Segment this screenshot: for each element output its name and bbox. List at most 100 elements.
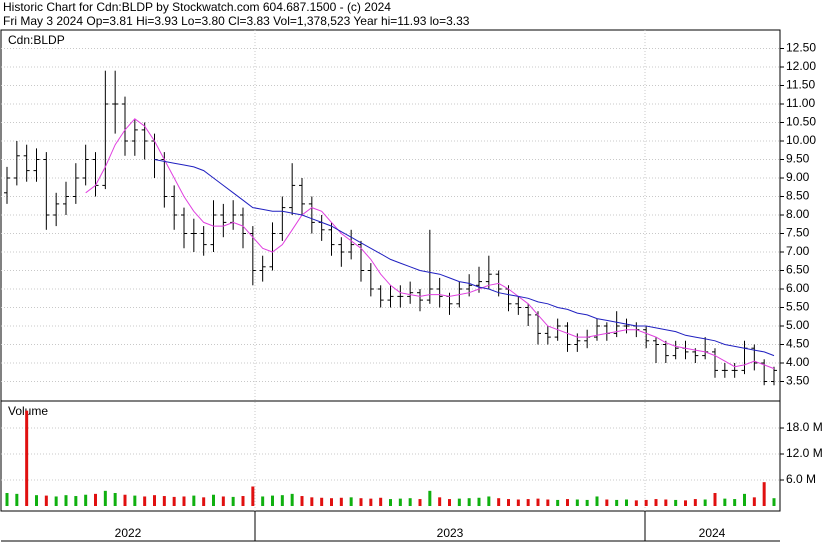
y-tick-label: 6.00 [786, 281, 810, 295]
volume-bar [44, 495, 48, 506]
volume-bar [457, 498, 461, 506]
volume-bar [15, 493, 19, 506]
volume-bar [772, 498, 776, 506]
volume-bar [202, 497, 206, 506]
volume-bar [310, 497, 314, 506]
volume-bar [172, 496, 176, 506]
volume-bar [418, 499, 422, 506]
volume-bar [654, 499, 658, 506]
y-tick-label: 3.50 [786, 374, 810, 388]
x-period-label: 2022 [115, 526, 142, 540]
volume-bar [595, 496, 599, 506]
volume-bar [546, 499, 550, 506]
volume-bar [54, 496, 58, 506]
volume-bar [379, 497, 383, 506]
volume-bar [467, 498, 471, 506]
volume-bar [575, 499, 579, 506]
volume-bar [743, 493, 746, 506]
volume-bar [605, 499, 609, 506]
volume-bar [231, 496, 235, 506]
volume-bar [74, 496, 78, 506]
volume-bar [566, 499, 569, 506]
volume-bar [330, 498, 333, 506]
volume-bar [212, 494, 215, 506]
volume-bar [634, 500, 638, 506]
volume-bar [556, 499, 560, 506]
y-tick-label: 8.00 [786, 207, 810, 221]
volume-bar [143, 496, 147, 506]
volume-bar [487, 496, 491, 506]
y-tick-label: 9.50 [786, 152, 810, 166]
volume-bar [5, 493, 9, 506]
volume-bar [684, 500, 687, 506]
volume-bar [762, 482, 766, 506]
header-line1: Historic Chart for Cdn:BLDP by Stockwatc… [3, 0, 391, 14]
y-tick-label: 8.50 [786, 189, 810, 203]
volume-bar [162, 496, 166, 506]
volume-bar [221, 496, 225, 506]
header-line2: Fri May 3 2024 Op=3.81 Hi=3.93 Lo=3.80 C… [3, 14, 470, 28]
volume-bar [35, 495, 38, 506]
volume-bar [733, 499, 737, 506]
volume-bar [536, 498, 540, 506]
y-tick-label: 18.0 M [786, 420, 823, 434]
y-tick-label: 12.0 M [786, 446, 823, 460]
y-tick-label: 7.00 [786, 244, 810, 258]
volume-bar [526, 499, 530, 506]
y-tick-label: 7.50 [786, 226, 810, 240]
volume-bar [448, 499, 451, 506]
volume-bar [693, 499, 697, 506]
y-tick-label: 10.50 [786, 115, 816, 129]
volume-bar [723, 498, 727, 506]
x-period-label: 2024 [699, 526, 726, 540]
volume-bar [408, 498, 412, 506]
volume-bar [625, 499, 628, 506]
y-tick-label: 10.00 [786, 133, 816, 147]
volume-bar [123, 494, 127, 506]
y-tick-label: 6.50 [786, 263, 810, 277]
volume-bar [113, 493, 117, 506]
volume-bar [182, 496, 186, 506]
volume-bar [133, 495, 137, 506]
volume-bar [271, 495, 274, 506]
volume-bar [507, 499, 510, 506]
volume-bar [644, 499, 648, 506]
y-tick-label: 12.50 [786, 41, 816, 55]
y-tick-label: 4.50 [786, 337, 810, 351]
y-tick-label: 12.00 [786, 59, 816, 73]
volume-bar [261, 496, 265, 506]
volume-bar [703, 499, 707, 506]
volume-bar [300, 496, 304, 506]
y-tick-label: 9.00 [786, 170, 810, 184]
volume-bar [438, 497, 442, 506]
volume-bar [713, 493, 717, 506]
y-tick-label: 5.50 [786, 300, 810, 314]
volume-bar [359, 498, 363, 506]
volume-bar [516, 499, 520, 506]
volume-bar [349, 497, 353, 506]
volume-bar [477, 497, 481, 506]
volume-bar [664, 499, 668, 506]
y-tick-label: 11.00 [786, 96, 815, 110]
volume-bar [64, 495, 68, 506]
y-tick-label: 6.0 M [786, 472, 816, 486]
volume-bar [241, 496, 245, 506]
volume-bar [103, 490, 107, 506]
plot-frame [0, 29, 781, 512]
volume-bar [251, 486, 255, 506]
price-label: Cdn:BLDP [8, 33, 65, 47]
volume-bar [398, 498, 402, 506]
volume-bar [752, 497, 756, 506]
volume-bar [192, 495, 196, 506]
volume-bar [84, 494, 88, 506]
volume-bar [280, 495, 284, 506]
volume-bar [585, 499, 589, 506]
volume-bar [497, 498, 501, 506]
volume-bar [389, 499, 392, 506]
y-tick-label: 11.50 [786, 78, 815, 92]
volume-bar [369, 498, 373, 506]
volume-bar [615, 499, 619, 506]
volume-bar [25, 410, 29, 506]
y-tick-label: 5.00 [786, 318, 810, 332]
